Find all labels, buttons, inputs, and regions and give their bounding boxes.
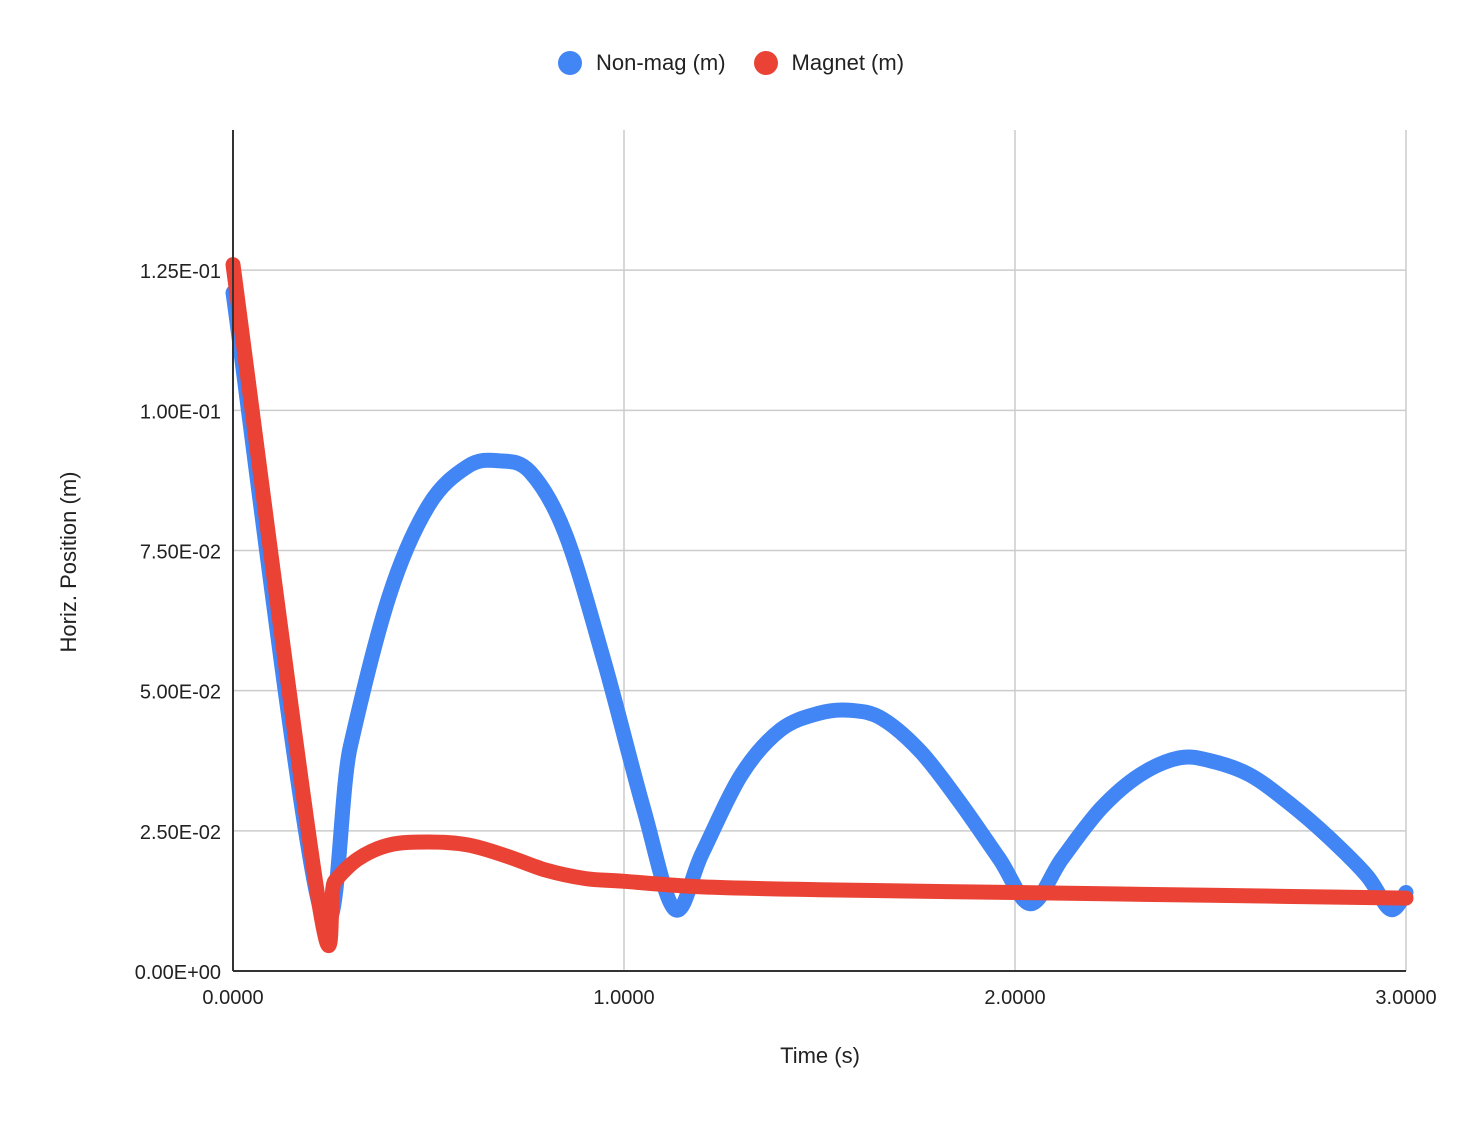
legend-item-magnet[interactable]: Magnet (m): [753, 50, 905, 76]
grid-lines: [233, 130, 1407, 971]
chart-legend: Non-mag (m) Magnet (m): [0, 50, 1462, 76]
legend-label-non-mag: Non-mag (m): [595, 50, 726, 75]
legend-marker-non-mag: [557, 51, 582, 75]
axes: [232, 130, 1406, 972]
series-line-non-mag: [225, 285, 1414, 930]
y-tick-label: 2.50E-02: [140, 822, 221, 844]
x-tick-label: 0.0000: [202, 987, 263, 1009]
legend-marker-magnet: [753, 51, 778, 75]
y-tick-label: 1.00E-01: [140, 401, 221, 423]
x-tick-label: 1.0000: [593, 987, 654, 1009]
legend-label-magnet: Magnet (m): [791, 50, 905, 75]
series-line-magnet: [225, 257, 1414, 954]
x-tick-label: 3.0000: [1375, 987, 1436, 1009]
x-tick-label: 2.0000: [984, 987, 1045, 1009]
legend-item-non-mag[interactable]: Non-mag (m): [557, 50, 726, 76]
x-tick-labels: 0.0000 1.0000 2.0000 3.0000: [202, 987, 1436, 1009]
y-axis-label: Horiz. Position (m): [56, 472, 81, 653]
y-tick-labels: 0.00E+00 2.50E-02 5.00E-02 7.50E-02 1.00E-01…: [135, 261, 221, 984]
series-lines: [225, 257, 1414, 954]
y-tick-label: 7.50E-02: [140, 542, 221, 564]
y-tick-label: 0.00E+00: [135, 962, 221, 984]
y-tick-label: 1.25E-01: [140, 261, 221, 283]
x-axis-label: Time (s): [780, 1043, 860, 1068]
y-tick-label: 5.00E-02: [140, 682, 221, 704]
